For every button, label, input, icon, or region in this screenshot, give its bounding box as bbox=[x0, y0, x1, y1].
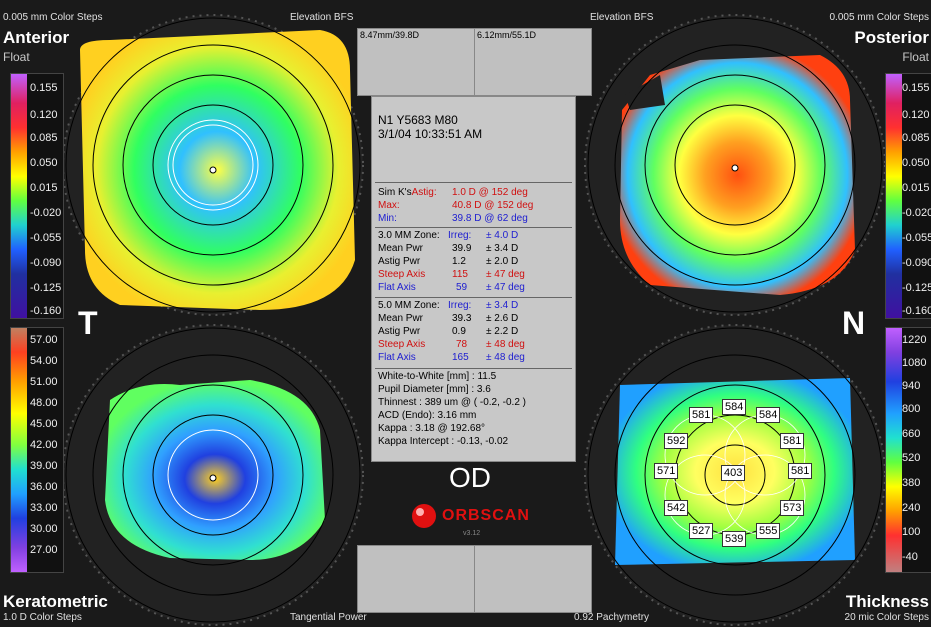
top-left-info-box: 8.47mm/39.8D bbox=[357, 28, 475, 96]
eye-label: OD bbox=[449, 462, 491, 493]
thickness-value: 581 bbox=[780, 433, 805, 449]
thickness-value-center: 403 bbox=[721, 465, 746, 481]
thickness-value: 527 bbox=[689, 523, 714, 539]
posterior-subtitle: Float bbox=[902, 50, 929, 64]
thickness-mode-label: 0.92 Pachymetry bbox=[574, 612, 650, 623]
keratometric-scale bbox=[10, 327, 64, 573]
thickness-scale bbox=[885, 327, 931, 573]
orbscan-logo-icon bbox=[412, 504, 436, 528]
keratometric-title: Keratometric bbox=[3, 592, 108, 611]
elevation-scale-left bbox=[10, 73, 64, 319]
thickness-step-label: 20 mic Color Steps bbox=[844, 612, 929, 623]
anterior-bfs-label: Elevation BFS bbox=[290, 12, 354, 23]
brand-version: v3.12 bbox=[463, 530, 481, 537]
info-panel: N1 Y5683 M80 3/1/04 10:33:51 AM Sim K'sA… bbox=[371, 96, 576, 462]
patient-id: N1 Y5683 M80 bbox=[378, 113, 458, 127]
thickness-value: 584 bbox=[722, 399, 747, 415]
thickness-value: 571 bbox=[654, 463, 679, 479]
bottom-right-info-box bbox=[474, 545, 592, 613]
thickness-value: 584 bbox=[756, 407, 781, 423]
thickness-value: 539 bbox=[722, 531, 747, 547]
brand-name: ORBSCAN bbox=[442, 507, 530, 524]
keratometric-map bbox=[62, 324, 364, 626]
bottom-left-info-box bbox=[357, 545, 475, 613]
elevation-scale-right bbox=[885, 73, 931, 319]
thickness-title: Thickness bbox=[845, 592, 929, 611]
posterior-map bbox=[584, 14, 886, 316]
exam-datetime: 3/1/04 10:33:51 AM bbox=[378, 127, 483, 141]
top-right-info-box: 6.12mm/55.1D bbox=[474, 28, 592, 96]
thickness-value: 581 bbox=[689, 407, 714, 423]
thickness-value: 581 bbox=[788, 463, 813, 479]
posterior-title: Posterior bbox=[854, 28, 929, 47]
posterior-step-label: 0.005 mm Color Steps bbox=[829, 12, 930, 23]
thickness-value: 555 bbox=[756, 523, 781, 539]
anterior-title: Anterior bbox=[3, 28, 70, 47]
thickness-value: 542 bbox=[664, 500, 689, 516]
posterior-bfs-label: Elevation BFS bbox=[590, 12, 654, 23]
anterior-map bbox=[62, 14, 364, 316]
nasal-marker: N bbox=[842, 305, 866, 341]
keratometric-step-label: 1.0 D Color Steps bbox=[3, 612, 82, 623]
thickness-value: 573 bbox=[780, 500, 805, 516]
temporal-marker: T bbox=[78, 305, 98, 341]
anterior-subtitle: Float bbox=[3, 50, 30, 64]
thickness-value: 592 bbox=[664, 433, 689, 449]
keratometric-mode-label: Tangential Power bbox=[290, 612, 367, 623]
anterior-step-label: 0.005 mm Color Steps bbox=[3, 12, 103, 23]
